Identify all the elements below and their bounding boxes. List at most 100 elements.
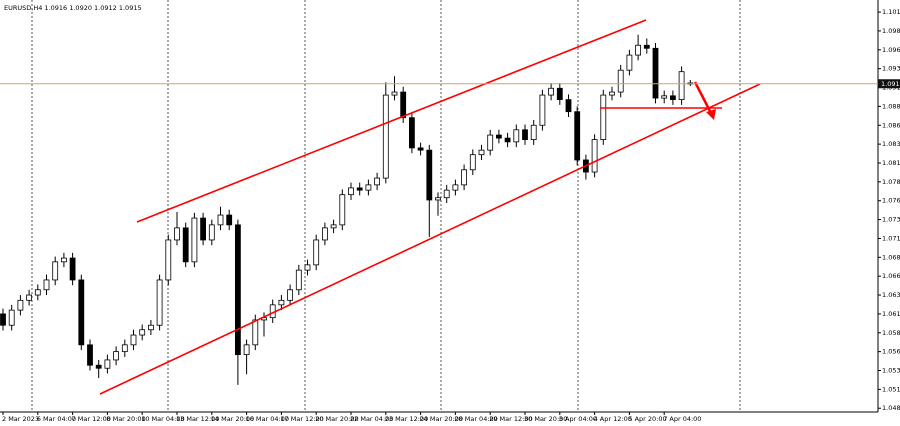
lower-channel-line [99, 83, 761, 395]
y-tick-label: 1.0760 [882, 197, 900, 205]
y-tick-label: 1.0785 [882, 178, 900, 186]
candle-body [400, 91, 407, 119]
candle-body [617, 69, 624, 93]
candle-body [34, 289, 41, 296]
x-tick-label: 30 Mar 20:00 [524, 415, 567, 423]
candle-body [8, 309, 15, 326]
candle-body [165, 239, 172, 281]
candle-body [208, 224, 215, 241]
candle-body [426, 149, 433, 201]
candle-body [643, 44, 650, 49]
candle-body [182, 227, 189, 263]
y-tick-label: 1.0985 [882, 27, 900, 35]
candle-body [435, 197, 441, 201]
candle-body [69, 257, 76, 281]
y-tick-label: 1.0835 [882, 140, 900, 148]
y-tick-label: 1.0710 [882, 234, 900, 242]
candle-body [495, 134, 502, 139]
candle-body [591, 139, 598, 173]
candle-body [408, 117, 415, 149]
x-tick-label: 13 Mar 12:00 [176, 415, 219, 423]
candle-body [61, 257, 67, 263]
candle-body [17, 299, 24, 311]
y-tick-label: 1.0635 [882, 291, 900, 299]
x-tick-label: 28 Mar 04:00 [454, 415, 497, 423]
candle-body [417, 147, 424, 151]
candle-body [217, 214, 224, 226]
candle-body [0, 313, 6, 326]
x-tick-label: 29 Mar 12:00 [489, 415, 532, 423]
current-price-label: 1.0915 [881, 80, 900, 88]
x-tick-label: 7 Apr 04:00 [663, 415, 701, 423]
candle-body [52, 261, 59, 281]
candle-body [504, 137, 511, 143]
x-tick-label: 14 Mar 20:00 [211, 415, 254, 423]
candle-body [330, 224, 337, 229]
candle-body [295, 269, 302, 291]
candle-body [522, 129, 528, 140]
candle-body [243, 344, 250, 356]
candle-body [574, 111, 581, 161]
symbol-header: EURUSD,H4 1.0916 1.0920 1.0912 1.0915 [4, 4, 142, 12]
candle-body [113, 351, 119, 361]
y-tick-label: 1.0960 [882, 46, 900, 54]
candle-body [678, 71, 685, 101]
upper-channel-line [136, 19, 647, 223]
candle-body [443, 189, 450, 199]
candle-body [600, 94, 607, 140]
y-tick-label: 1.0535 [882, 366, 900, 374]
trendlines [99, 19, 761, 395]
x-tick-label: 6 Mar 04:00 [37, 415, 76, 423]
y-tick-label: 1.0735 [882, 216, 900, 224]
x-tick-label: 5 Apr 20:00 [628, 415, 666, 423]
candles [0, 34, 694, 385]
candle-body [382, 94, 389, 179]
x-tick-label: 3 Apr 04:00 [559, 415, 597, 423]
candle-body [339, 194, 346, 226]
candle-body [626, 54, 633, 71]
candle-body [87, 344, 93, 366]
candle-body [348, 187, 354, 196]
candle-body [78, 279, 85, 346]
arrow-head [706, 109, 716, 120]
candle-body [548, 87, 554, 96]
candle-body [313, 239, 320, 266]
candle-body [530, 124, 537, 140]
y-tick-label: 1.0885 [882, 102, 900, 110]
candle-body [670, 95, 676, 101]
candle-body [191, 217, 198, 263]
candle-body [478, 149, 485, 156]
candle-body [469, 154, 476, 171]
y-tick-label: 1.0660 [882, 272, 900, 280]
candle-body [565, 99, 572, 113]
candle-body [104, 359, 111, 369]
candle-body [200, 217, 207, 241]
candle-body [539, 94, 546, 126]
arrow-shaft [693, 81, 714, 116]
candle-body [461, 169, 468, 186]
candle-body [513, 129, 520, 143]
candle-body [635, 44, 641, 56]
y-tick-label: 1.0585 [882, 329, 900, 337]
x-tick-label: 24 Mar 20:00 [420, 415, 463, 423]
y-tick-label: 1.0485 [882, 404, 900, 412]
x-tick-label: 22 Mar 04:00 [350, 415, 393, 423]
candle-body [156, 279, 163, 326]
y-tick-label: 1.0860 [882, 121, 900, 129]
x-tick-label: 4 Apr 12:00 [594, 415, 632, 423]
y-tick-label: 1.0510 [882, 385, 900, 393]
x-tick-label: 16 Mar 04:00 [246, 415, 289, 423]
candle-body [652, 47, 659, 99]
candle-body [374, 177, 381, 186]
x-tick-label: 17 Mar 12:00 [280, 415, 323, 423]
period-separators [31, 0, 741, 412]
candle-body [43, 279, 50, 291]
y-tick-label: 1.0685 [882, 253, 900, 261]
x-tick-label: 20 Mar 20:00 [315, 415, 358, 423]
candle-body [304, 264, 311, 271]
y-tick-label: 1.0610 [882, 310, 900, 318]
candle-body [278, 299, 285, 306]
candle-body [609, 91, 615, 96]
